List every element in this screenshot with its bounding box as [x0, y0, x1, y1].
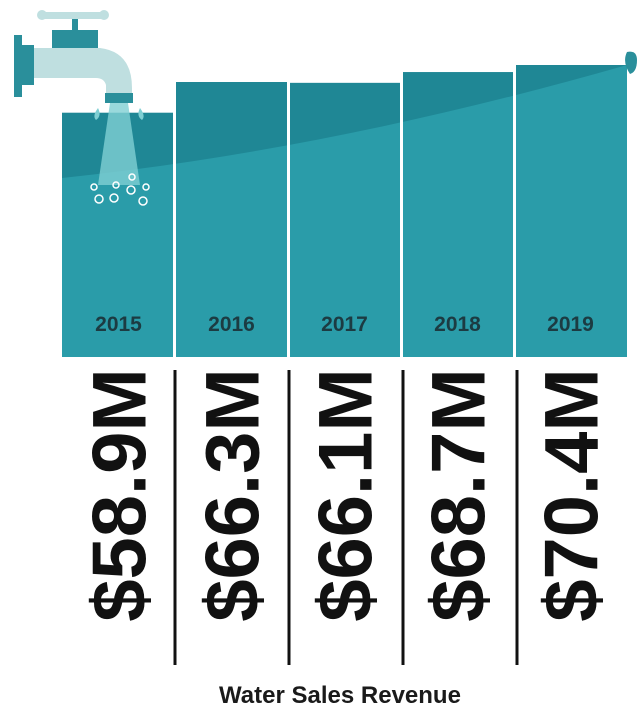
value-label: $68.7M [417, 368, 502, 622]
chart: Water Sales Revenue 2015 $58.9M 2016 $66.3M… [0, 0, 637, 711]
year-label: 2016 [208, 313, 255, 336]
year-label: 2018 [434, 313, 481, 336]
value-label: $66.3M [191, 368, 276, 622]
year-label: 2017 [321, 313, 368, 336]
value-label: $58.9M [78, 368, 163, 622]
year-label: 2019 [547, 313, 594, 336]
chart-title: Water Sales Revenue [219, 682, 461, 709]
value-label: $66.1M [304, 368, 389, 622]
year-label: 2015 [95, 313, 142, 336]
value-label: $70.4M [530, 368, 615, 622]
